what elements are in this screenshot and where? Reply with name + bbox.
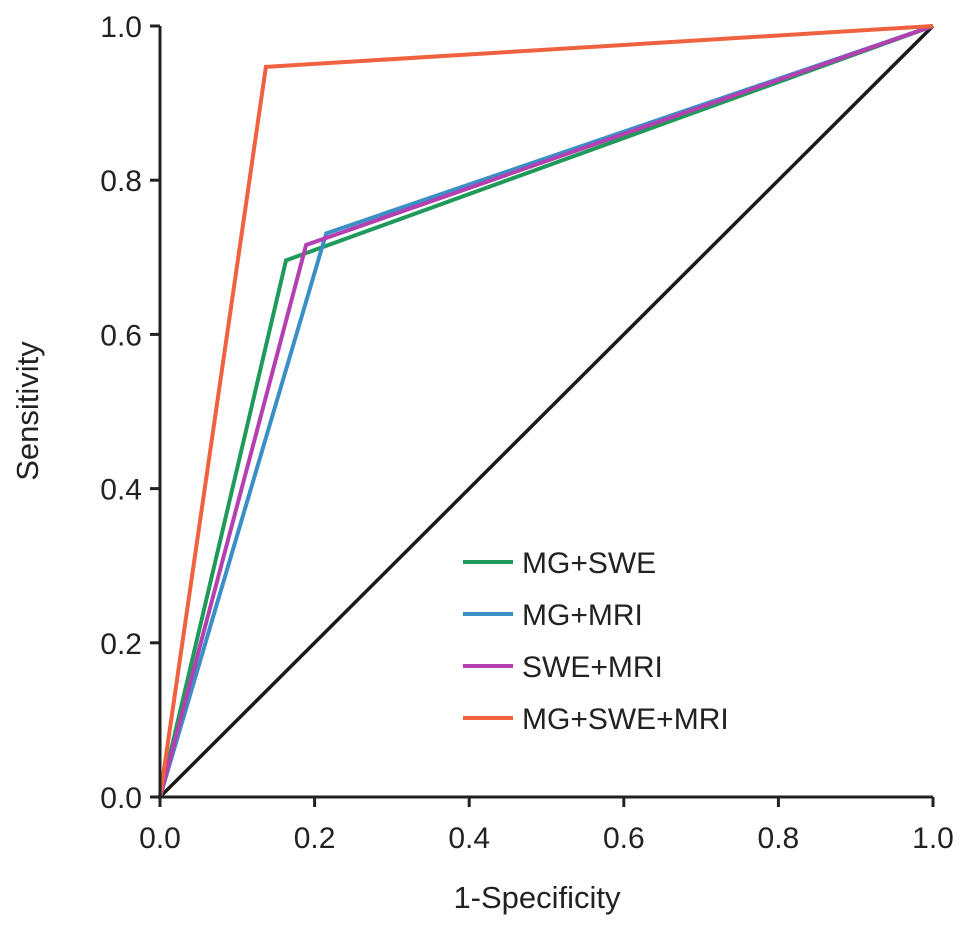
series-line-mg-swe (158, 24, 934, 798)
legend-label: SWE+MRI (522, 651, 663, 684)
y-tick-label: 0.8 (100, 165, 142, 198)
axes: 0.0 0.2 0.4 0.6 0.8 1.0 0.0 0.2 0.4 0.6 0.8 1.0 (100, 11, 954, 855)
x-tick-label: 0.6 (603, 822, 645, 855)
y-tick-label: 0.4 (100, 474, 142, 507)
x-tick-label: 1.0 (912, 822, 954, 855)
x-tick-label: 0.4 (448, 822, 490, 855)
y-axis-label: Sensitivity (10, 341, 45, 481)
legend-label: MG+SWE+MRI (522, 703, 729, 736)
y-tick-label: 1.0 (100, 11, 142, 44)
legend-label: MG+MRI (522, 599, 643, 632)
x-tick-label: 0.2 (294, 822, 336, 855)
legend-label: MG+SWE (522, 547, 656, 580)
plot-area (158, 24, 935, 799)
y-tick-label: 0.0 (100, 782, 142, 815)
reference-diagonal-line (158, 24, 935, 799)
series-line-swe-mri (158, 24, 934, 798)
x-tick-label: 0.8 (758, 822, 800, 855)
y-tick-label: 0.6 (100, 319, 142, 352)
legend: MG+SWE MG+MRI SWE+MRI MG+SWE+MRI (463, 547, 729, 736)
x-axis-label: 1-Specificity (453, 880, 621, 915)
series-line-mg-swe-mri (158, 24, 934, 798)
y-tick-label: 0.2 (100, 628, 142, 661)
x-tick-label: 0.0 (139, 822, 181, 855)
